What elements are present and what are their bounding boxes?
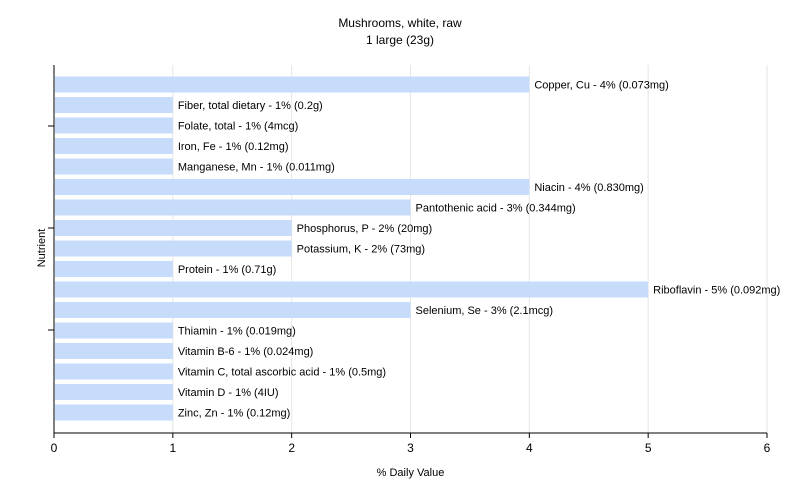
x-tick-label: 6 [764, 441, 771, 455]
bar-label: Iron, Fe - 1% (0.12mg) [178, 141, 289, 153]
x-tick-label: 1 [169, 441, 176, 455]
bar-label: Vitamin D - 1% (4IU) [178, 387, 279, 399]
bar [55, 343, 173, 359]
bar-label: Niacin - 4% (0.830mg) [534, 182, 643, 194]
bar-label: Vitamin C, total ascorbic acid - 1% (0.5… [178, 367, 386, 379]
bar-label: Copper, Cu - 4% (0.073mg) [534, 80, 669, 92]
bar [55, 97, 173, 113]
bar [55, 158, 173, 175]
bar-label: Folate, total - 1% (4mcg) [178, 121, 298, 133]
chart-subtitle: 1 large (23g) [366, 33, 434, 47]
bar [55, 404, 173, 421]
bar [55, 220, 292, 236]
chart-title: Mushrooms, white, raw [338, 16, 462, 30]
bar [55, 117, 173, 134]
bar-label: Pantothenic acid - 3% (0.344mg) [416, 203, 576, 215]
bar-label: Phosphorus, P - 2% (20mg) [297, 223, 433, 235]
bar [55, 138, 173, 154]
bar-labels: Copper, Cu - 4% (0.073mg) Fiber, total di… [178, 80, 781, 420]
bar-label: Manganese, Mn - 1% (0.011mg) [178, 162, 335, 174]
x-axis-label: % Daily Value [377, 467, 445, 479]
x-tick-label: 5 [645, 441, 652, 455]
bar-label: Protein - 1% (0.71g) [178, 264, 276, 276]
bar-label: Potassium, K - 2% (73mg) [297, 244, 425, 256]
x-tick-label: 4 [526, 441, 533, 455]
bar-label: Selenium, Se - 3% (2.1mcg) [416, 305, 554, 317]
bar-label: Thiamin - 1% (0.019mg) [178, 326, 296, 338]
x-tick-label: 3 [407, 441, 414, 455]
axes [48, 65, 768, 438]
bar [55, 302, 411, 318]
bar-label: Vitamin B-6 - 1% (0.024mg) [178, 346, 314, 358]
x-tick-label: 0 [51, 441, 58, 455]
bar [55, 384, 173, 400]
bar [55, 179, 530, 195]
bar [55, 76, 530, 93]
bar [55, 363, 173, 380]
bar-label: Riboflavin - 5% (0.092mg) [653, 285, 780, 297]
bar [55, 322, 173, 339]
bar-label: Zinc, Zn - 1% (0.12mg) [178, 408, 290, 420]
bars [55, 76, 649, 421]
bar-label: Fiber, total dietary - 1% (0.2g) [178, 100, 323, 112]
bar [55, 261, 173, 277]
x-tick-label: 2 [288, 441, 295, 455]
bar [55, 281, 649, 298]
bar [55, 199, 411, 216]
y-axis-label: Nutrient [36, 229, 48, 268]
bar [55, 240, 292, 257]
x-tick-labels: 0 1 2 3 4 5 6 [51, 441, 771, 455]
